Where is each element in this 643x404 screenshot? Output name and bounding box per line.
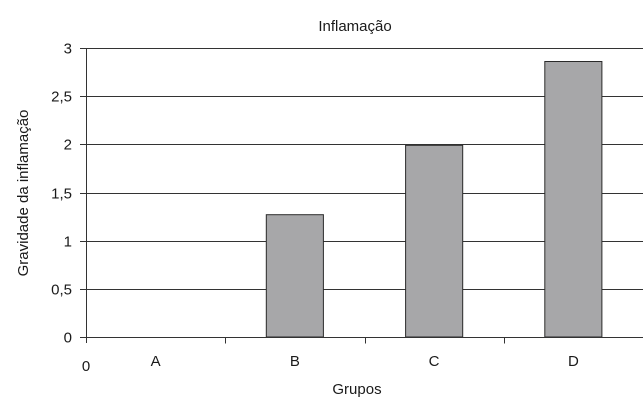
bars <box>265 61 603 338</box>
chart-title: Inflamação <box>318 18 391 35</box>
y-tick-label: 1 <box>64 234 72 251</box>
x-category-label: C <box>429 353 440 370</box>
x-category-label: D <box>568 353 579 370</box>
y-tick-label: 0,5 <box>51 282 72 299</box>
y-tick-label: 2 <box>64 137 72 154</box>
axes <box>80 48 643 344</box>
y-tick-label: 2,5 <box>51 89 72 106</box>
y-tick-label: 1,5 <box>51 186 72 203</box>
x-category-label: A <box>151 353 161 370</box>
bar-B <box>265 214 324 338</box>
y-tick-label: 3 <box>64 41 72 58</box>
y-axis-title: Gravidade da inflamação <box>15 110 32 277</box>
x-axis-title: Grupos <box>332 381 381 398</box>
bar-C <box>405 144 464 338</box>
y-tick-label: 0 <box>64 330 72 347</box>
bar-D <box>544 61 603 338</box>
x-category-labels: A B C D <box>151 353 579 370</box>
x-origin-label: 0 <box>82 358 90 375</box>
x-category-label: B <box>290 353 300 370</box>
y-tick-labels: 0 0,5 1 1,5 2 2,5 3 <box>51 41 72 347</box>
